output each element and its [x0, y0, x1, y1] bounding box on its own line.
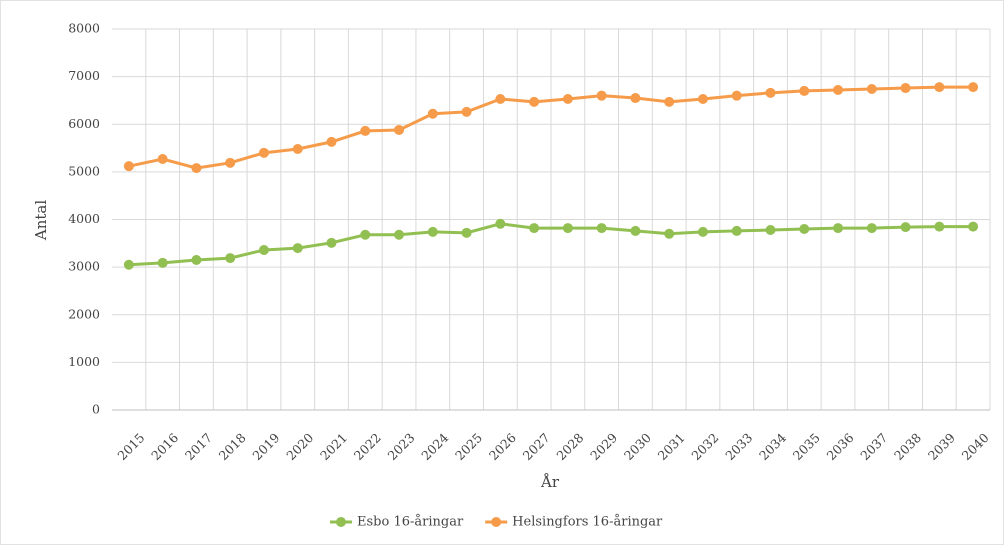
point: [292, 144, 303, 155]
point: [934, 221, 945, 232]
point: [292, 243, 303, 254]
point: [697, 226, 708, 237]
point: [731, 225, 742, 236]
point: [495, 94, 506, 105]
point: [765, 224, 776, 235]
point: [360, 229, 371, 240]
point: [968, 82, 979, 93]
y-axis-label: Antal: [32, 200, 50, 241]
point: [529, 96, 540, 107]
point: [394, 229, 405, 240]
y-tick-label: 3000: [68, 259, 100, 274]
y-tick-label: 2000: [68, 306, 100, 321]
point: [833, 84, 844, 95]
legend-marker: [491, 517, 502, 527]
point: [495, 218, 506, 229]
point: [191, 163, 202, 174]
point: [157, 257, 168, 268]
point: [596, 90, 607, 101]
point: [427, 226, 438, 237]
point: [123, 259, 134, 270]
point: [866, 84, 877, 95]
point: [258, 244, 269, 255]
point: [731, 90, 742, 101]
legend-item: Helsingfors 16-åringar: [485, 514, 663, 530]
y-tick-label: 8000: [68, 21, 100, 36]
point: [461, 227, 472, 238]
point: [562, 94, 573, 105]
point: [799, 85, 810, 96]
legend-marker: [336, 517, 346, 527]
y-tick-label: 7000: [68, 68, 100, 83]
legend-label: Esbo 16-åringar: [357, 514, 464, 530]
point: [394, 124, 405, 135]
point: [326, 136, 337, 147]
y-tick-label: 4000: [68, 211, 100, 226]
point: [866, 223, 877, 234]
point: [562, 223, 573, 234]
point: [427, 108, 438, 119]
point: [900, 83, 911, 94]
point: [630, 93, 641, 104]
point: [630, 225, 641, 236]
y-tick-label: 0: [92, 402, 100, 417]
point: [765, 87, 776, 98]
point: [664, 96, 675, 107]
point: [123, 161, 134, 172]
point: [225, 253, 236, 264]
y-tick-label: 5000: [68, 163, 100, 178]
y-tick-label: 6000: [68, 116, 100, 131]
point: [191, 254, 202, 265]
point: [461, 106, 472, 117]
legend-label: Helsingfors 16-åringar: [512, 514, 663, 530]
point: [225, 157, 236, 168]
y-tick-label: 1000: [68, 354, 100, 369]
point: [900, 222, 911, 233]
point: [833, 223, 844, 234]
point: [799, 224, 810, 235]
point: [596, 223, 607, 234]
point: [934, 82, 945, 93]
point: [157, 154, 168, 165]
point: [697, 94, 708, 105]
point: [968, 221, 979, 232]
line: [128, 85, 974, 170]
point: [529, 223, 540, 234]
point: [664, 228, 675, 239]
point: [326, 237, 337, 248]
legend-item: Esbo 16-åringar: [330, 514, 464, 530]
line: [128, 222, 974, 267]
point: [360, 125, 371, 136]
point: [258, 147, 269, 158]
x-axis-label: År: [540, 473, 560, 491]
